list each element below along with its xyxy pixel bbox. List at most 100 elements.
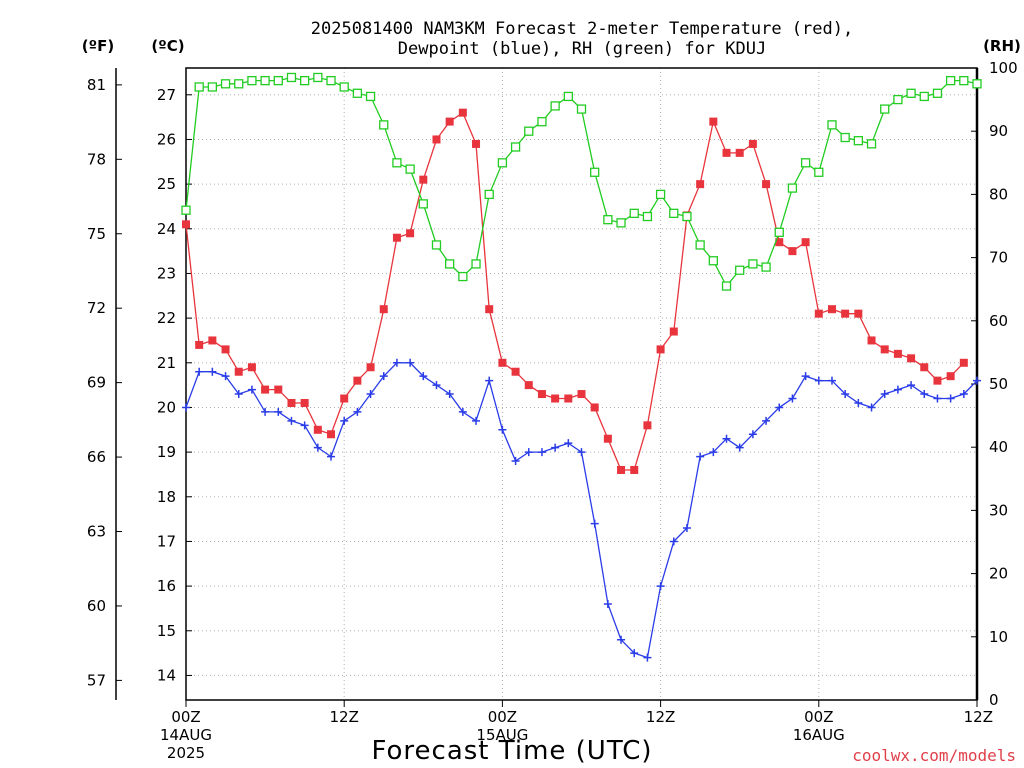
temperature-point (392, 233, 401, 242)
rh-unit-label: (RH) (983, 37, 1021, 55)
rh-point (550, 101, 560, 111)
rh-tick-label: 10 (989, 628, 1008, 646)
rh-point (445, 259, 455, 269)
rh-point (655, 189, 666, 200)
rh-point (326, 75, 336, 86)
celsius-tick-label: 27 (157, 86, 176, 104)
rh-point (379, 120, 389, 130)
rh-tick-label: 30 (989, 501, 1008, 519)
rh-point (800, 158, 811, 168)
fahrenheit-tick-label: 72 (87, 299, 106, 317)
x-tick-label: 00Z (804, 708, 833, 726)
dewpoint-point (656, 582, 665, 591)
dewpoint-point (617, 635, 626, 644)
rh-point (576, 104, 587, 114)
dewpoint-point (300, 421, 309, 430)
rh-point (537, 117, 547, 127)
temperature-point (472, 139, 481, 148)
temperature-point (577, 390, 586, 399)
rh-point (458, 271, 468, 282)
temperature-point (775, 238, 784, 247)
temperature-point (458, 108, 467, 117)
rh-point (616, 218, 626, 228)
dewpoint-point (472, 416, 481, 425)
rh-point (510, 142, 521, 152)
dewpoint-point (762, 416, 771, 425)
temperature-point (867, 336, 876, 345)
axes (115, 67, 979, 707)
x-tick-label: 12Z (964, 708, 993, 726)
temperature-point (247, 363, 256, 372)
x-axis-label: Forecast Time (UTC) (371, 736, 652, 766)
dewpoint-point (247, 385, 256, 394)
rh-point (945, 75, 956, 86)
dewpoint-point (854, 398, 863, 407)
temperature-point (379, 305, 388, 314)
temperature-point (524, 381, 533, 390)
dewpoint-point (590, 519, 599, 528)
x-tick-label: 00Z (171, 708, 200, 726)
rh-point (247, 75, 257, 86)
x-tick-label: 12Z (330, 708, 359, 726)
temperature-point (261, 385, 270, 394)
rh-point (365, 91, 376, 102)
dewpoint-point (313, 443, 322, 452)
dewpoint-point (867, 403, 876, 412)
temperature-point (893, 349, 902, 358)
temperature-point (234, 367, 243, 376)
x-tick-label: 12Z (646, 708, 675, 726)
rh-point (260, 75, 270, 86)
rh-point (853, 136, 863, 146)
x-tick-label: 14AUG (160, 726, 212, 744)
dewpoint-point (564, 439, 573, 448)
rh-point (352, 88, 363, 98)
rh-point (682, 211, 692, 222)
rh-point (563, 91, 573, 102)
temperature-point (617, 465, 626, 474)
celsius-tick-label: 19 (157, 443, 176, 461)
temperature-point (735, 148, 744, 157)
temperature-point (696, 180, 705, 189)
dewpoint-point (959, 390, 968, 399)
rh-point (524, 126, 534, 136)
dewpoint-point (406, 358, 415, 367)
rh-point (866, 139, 877, 149)
dewpoint-point (195, 367, 204, 376)
rh-point (484, 189, 494, 200)
rh-point (840, 132, 850, 143)
temperature-point (814, 309, 823, 318)
x-tick-label: 15AUG (476, 726, 528, 744)
dewpoint-point (340, 416, 349, 425)
x-tick-label: 2025 (167, 744, 205, 762)
dewpoint-point (893, 385, 902, 394)
temperature-point (498, 358, 507, 367)
dewpoint-point (907, 381, 916, 390)
temperature-point (788, 247, 797, 256)
rh-point (959, 75, 969, 86)
dewpoint-point (682, 524, 691, 533)
dewpoint-point (511, 457, 520, 466)
celsius-tick-label: 18 (157, 488, 176, 506)
temperature-point (748, 139, 757, 148)
dewpoint-point (287, 416, 296, 425)
dewpoint-point (261, 407, 270, 416)
dewpoint-point (524, 448, 533, 457)
dewpoint-point (603, 599, 612, 608)
rh-point (313, 72, 323, 83)
rh-point (207, 82, 218, 92)
data-series (181, 72, 982, 662)
temperature-point (340, 394, 349, 403)
rh-point (431, 240, 442, 250)
temperature-point (353, 376, 362, 385)
temperature-line (185, 111, 965, 471)
temperature-point (564, 394, 573, 403)
rh-tick-label: 50 (989, 375, 1008, 393)
dewpoint-point (722, 434, 731, 443)
temperature-point (933, 376, 942, 385)
rh-point (774, 227, 784, 237)
rh-point (880, 104, 890, 114)
temperature-point (709, 117, 718, 126)
temperature-point (827, 305, 836, 314)
fahrenheit-tick-label: 60 (87, 597, 106, 615)
